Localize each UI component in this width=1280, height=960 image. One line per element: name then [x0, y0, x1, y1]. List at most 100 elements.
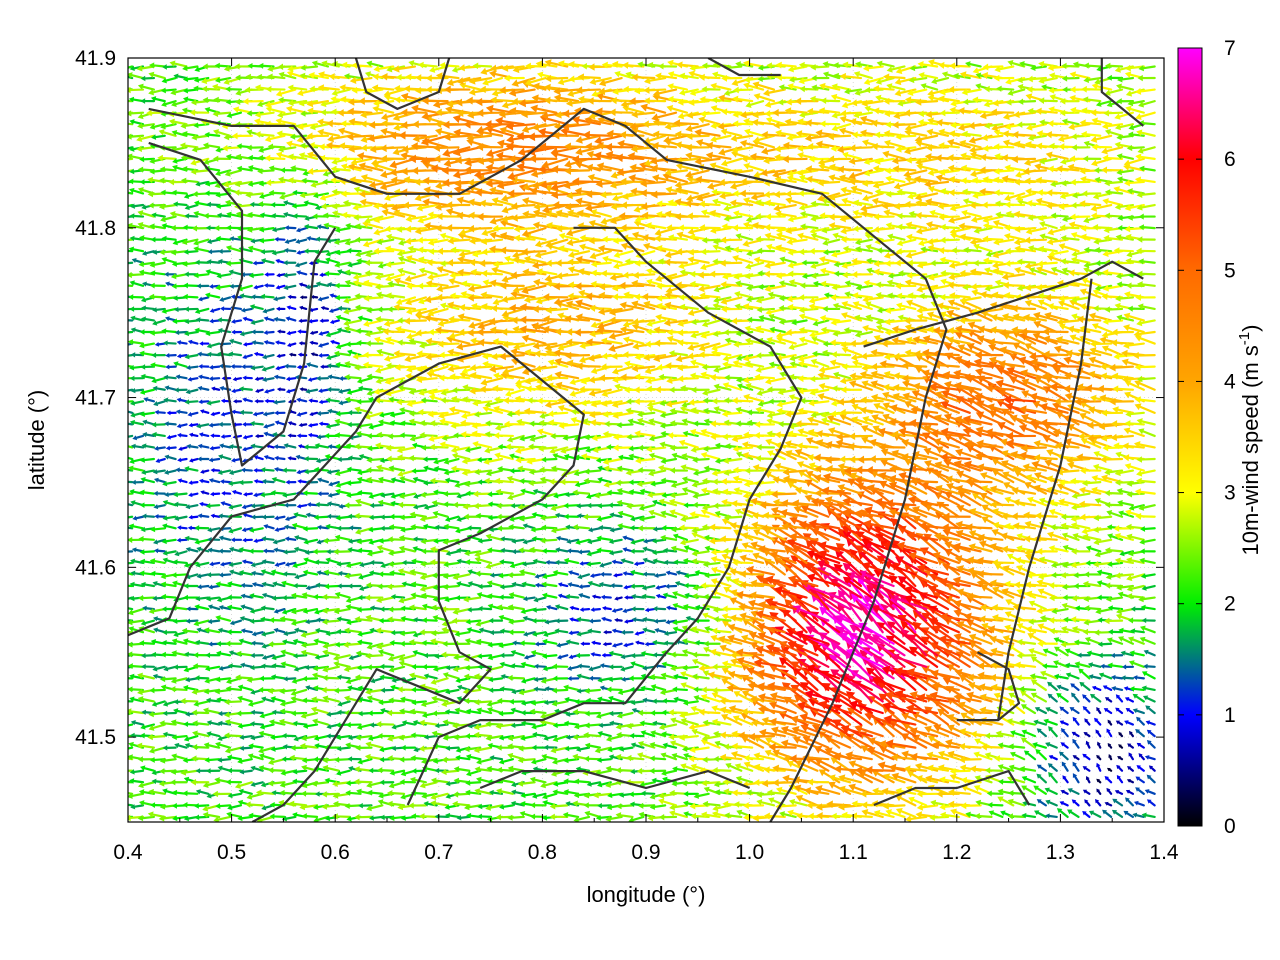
wind-arrow: [499, 804, 514, 810]
wind-arrow: [128, 803, 134, 807]
wind-arrow: [313, 815, 330, 822]
wind-arrow: [895, 807, 917, 819]
wind-arrow: [202, 811, 221, 819]
wind-arrow: [1056, 808, 1069, 819]
wind-arrow: [366, 804, 384, 812]
wind-arrow: [511, 789, 525, 795]
wind-arrow: [683, 790, 699, 797]
wind-arrow: [1067, 809, 1080, 819]
wind-arrow: [367, 789, 384, 796]
wind-arrow: [597, 802, 612, 809]
wind-arrow: [530, 813, 547, 820]
wind-arrow: [430, 800, 449, 807]
wind-arrow: [408, 802, 427, 809]
wind-arrow: [172, 815, 188, 822]
wind-arrow: [1132, 812, 1145, 819]
wind-arrow: [549, 803, 569, 810]
wind-arrow: [1146, 799, 1156, 807]
wind-arrow: [997, 796, 1015, 807]
wind-arrow: [700, 811, 721, 819]
wind-arrow: [1088, 810, 1102, 819]
wind-arrow: [1111, 809, 1124, 819]
wind-arrow: [1112, 798, 1124, 807]
wind-arrow: [669, 810, 689, 819]
wind-arrow: [182, 790, 199, 797]
wind-arrow: [485, 804, 504, 811]
wind-arrow: [421, 792, 438, 799]
wind-arrow: [562, 812, 580, 819]
wind-arrow: [1082, 811, 1091, 819]
wind-arrow: [690, 812, 710, 820]
wind-arrow: [607, 792, 623, 799]
wind-arrow: [255, 789, 275, 796]
wind-arrow: [158, 815, 177, 822]
wind-arrow: [885, 809, 906, 819]
wind-arrow: [227, 792, 243, 799]
wind-arrow: [237, 815, 253, 822]
wind-arrow: [389, 815, 406, 821]
wind-arrow: [693, 792, 710, 799]
wind-arrow: [269, 813, 286, 820]
wind-arrow: [1104, 801, 1113, 807]
wind-arrow: [474, 788, 493, 795]
wind-arrow: [1045, 799, 1058, 807]
wind-arrow: [238, 788, 253, 795]
wind-arrow: [128, 791, 134, 795]
wind-arrow: [768, 797, 786, 807]
wind-arrow: [669, 804, 689, 811]
wind-arrow: [245, 801, 264, 808]
wind-arrow: [742, 802, 765, 810]
wind-arrow: [712, 804, 732, 812]
wind-arrow: [419, 813, 438, 820]
wind-arrow: [531, 792, 547, 799]
wind-arrow: [1034, 810, 1047, 819]
wind-arrow: [1059, 801, 1069, 807]
wind-arrow: [1007, 798, 1026, 807]
wind-arrow: [1084, 799, 1091, 807]
wind-arrow: [763, 812, 786, 820]
wind-arrow: [520, 792, 536, 799]
wind-arrow: [195, 789, 210, 795]
wind-arrow: [756, 799, 776, 807]
wind-arrow: [908, 796, 928, 807]
wind-arrow: [452, 800, 471, 808]
wind-arrow: [1123, 810, 1135, 819]
wind-arrow: [960, 802, 982, 810]
wind-arrow: [542, 792, 558, 800]
plot-background: [128, 58, 1164, 822]
wind-arrow: [988, 810, 1004, 819]
wind-arrow: [1133, 800, 1145, 807]
wind-arrow: [788, 798, 808, 807]
wind-arrow: [128, 792, 145, 799]
wind-arrow: [736, 809, 754, 819]
wind-arrow: [795, 794, 819, 807]
wind-arrow: [628, 815, 645, 822]
wind-arrow: [1045, 813, 1058, 819]
wind-arrow: [464, 804, 482, 811]
wind-arrow: [456, 815, 471, 821]
wind-arrow: [1095, 799, 1102, 807]
wind-arrow: [227, 804, 243, 811]
wind-arrow: [301, 813, 319, 820]
wind-arrow: [850, 812, 873, 820]
wind-arrow: [615, 812, 634, 819]
wind-arrow: [1102, 809, 1113, 819]
wind-arrow: [1021, 812, 1037, 819]
wind-arrow: [510, 800, 525, 807]
wind-arrow: [496, 788, 514, 795]
wind-arrow: [616, 803, 634, 810]
wind-arrow: [640, 790, 656, 797]
wind-arrow: [974, 812, 993, 820]
wind-arrow: [987, 802, 1004, 808]
wind-arrow: [837, 803, 863, 811]
wind-arrow: [584, 810, 601, 819]
wind-arrow: [354, 813, 373, 821]
wind-arrow: [530, 802, 547, 809]
wind-arrow: [861, 808, 884, 819]
wind-arrow: [779, 811, 797, 819]
wind-arrow: [649, 803, 667, 810]
wind-arrow: [950, 808, 971, 819]
wind-arrow: [434, 813, 449, 820]
wind-arrow: [658, 814, 678, 821]
wind-arrow: [387, 789, 406, 797]
